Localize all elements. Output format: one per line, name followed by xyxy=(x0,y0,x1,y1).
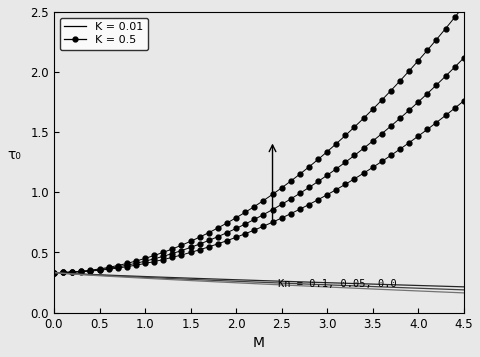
Text: Kn = 0.1, 0.05, 0.0: Kn = 0.1, 0.05, 0.0 xyxy=(278,280,397,290)
Legend: K = 0.01, K = 0.5: K = 0.01, K = 0.5 xyxy=(60,17,148,50)
Y-axis label: τ₀: τ₀ xyxy=(7,148,21,162)
X-axis label: M: M xyxy=(253,336,265,350)
